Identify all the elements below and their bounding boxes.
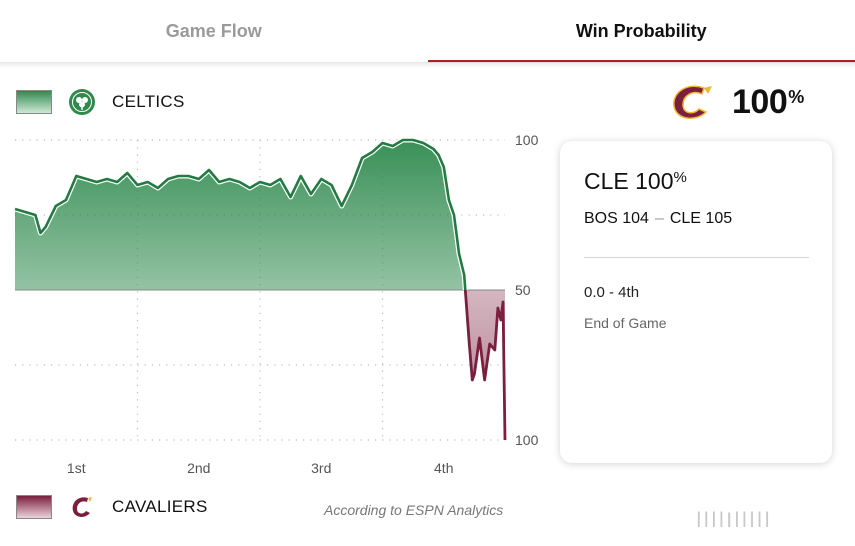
tab-win-probability[interactable]: Win Probability <box>427 0 855 63</box>
tab-bar: Game Flow Win Probability <box>0 0 855 63</box>
watermark: llllꓲlllll <box>696 508 772 532</box>
winner-summary: 100% <box>668 82 804 122</box>
x-tick-label: 4th <box>434 460 453 476</box>
panel-game-status: End of Game <box>584 315 667 331</box>
away-color-swatch <box>16 495 52 519</box>
winner-percent: 100% <box>732 82 804 121</box>
home-team-name: CELTICS <box>112 92 185 111</box>
cavaliers-probability-line <box>463 290 507 441</box>
x-tick-label: 3rd <box>311 460 331 476</box>
away-team-name: CAVALIERS <box>112 497 208 516</box>
cavaliers-logo-icon <box>72 497 92 517</box>
tab-bar-shadow <box>0 62 855 68</box>
panel-divider <box>584 257 809 258</box>
legend-away: CAVALIERS <box>16 493 208 521</box>
home-color-swatch <box>16 90 52 114</box>
cavaliers-logo-icon <box>673 85 712 119</box>
celtics-probability-area <box>15 140 505 290</box>
x-tick-label: 1st <box>67 460 86 476</box>
celtics-logo-icon <box>69 89 95 115</box>
y-tick-label: 100 <box>515 132 539 148</box>
panel-win-probability: CLE 100% <box>584 168 687 194</box>
tab-game-flow[interactable]: Game Flow <box>165 20 262 41</box>
legend-home: CELTICS <box>16 88 185 116</box>
win-probability-chart: 100 50 100 1st 2nd 3rd 4th <box>14 132 539 476</box>
y-tick-label: 50 <box>515 282 531 298</box>
celtics-probability-line <box>14 138 467 290</box>
game-info-panel: CLE 100% BOS 104– CLE 105 0.0 - 4th End o… <box>560 141 832 463</box>
source-attribution: According to ESPN Analytics <box>324 502 504 518</box>
panel-game-clock: 0.0 - 4th <box>584 284 640 301</box>
y-tick-label: 100 <box>515 432 539 448</box>
panel-score: BOS 104– CLE 105 <box>584 210 733 227</box>
x-tick-label: 2nd <box>187 460 210 476</box>
